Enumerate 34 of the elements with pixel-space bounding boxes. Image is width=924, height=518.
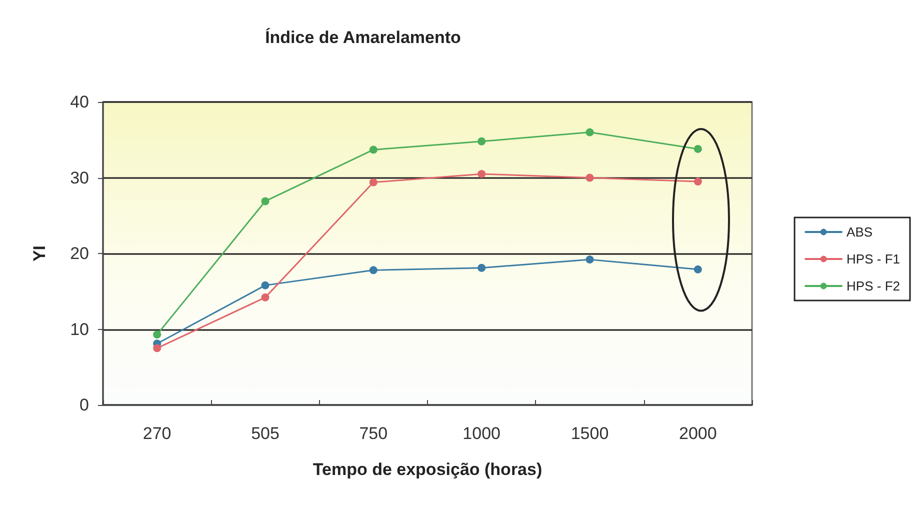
y-tick-label: 20 — [70, 244, 89, 263]
y-axis-title: YI — [30, 245, 49, 262]
point — [586, 174, 594, 182]
point — [261, 281, 270, 290]
point — [153, 330, 162, 339]
point — [261, 197, 270, 206]
point — [694, 144, 702, 153]
point — [478, 170, 486, 178]
x-tick-label: 505 — [251, 424, 280, 443]
point — [369, 178, 378, 186]
x-tick-label: 750 — [359, 424, 388, 443]
point — [153, 344, 162, 352]
point — [694, 178, 702, 186]
x-tick-label: 1500 — [570, 424, 609, 443]
point — [478, 264, 486, 272]
legend-label: ABS — [846, 224, 873, 240]
y-tick-label: 30 — [70, 168, 89, 188]
point — [694, 265, 702, 274]
point — [261, 293, 270, 302]
point — [369, 266, 378, 274]
x-axis-title: Tempo de exposição (horas) — [312, 460, 542, 479]
point — [586, 128, 594, 136]
chart-title: Índice de Amarelamento — [265, 27, 461, 47]
legend-label: HPS - F2 — [846, 278, 900, 294]
y-tick-label: 40 — [70, 92, 89, 112]
point — [478, 137, 486, 146]
y-tick-label: 0 — [80, 396, 89, 414]
legend-label: HPS - F1 — [846, 252, 900, 266]
x-tick-label: 1000 — [462, 424, 500, 443]
x-tick-label: 270 — [142, 424, 172, 443]
y-tick-label: 10 — [70, 320, 89, 339]
point — [586, 256, 594, 264]
point — [369, 146, 378, 154]
x-tick-label: 2000 — [679, 424, 717, 443]
